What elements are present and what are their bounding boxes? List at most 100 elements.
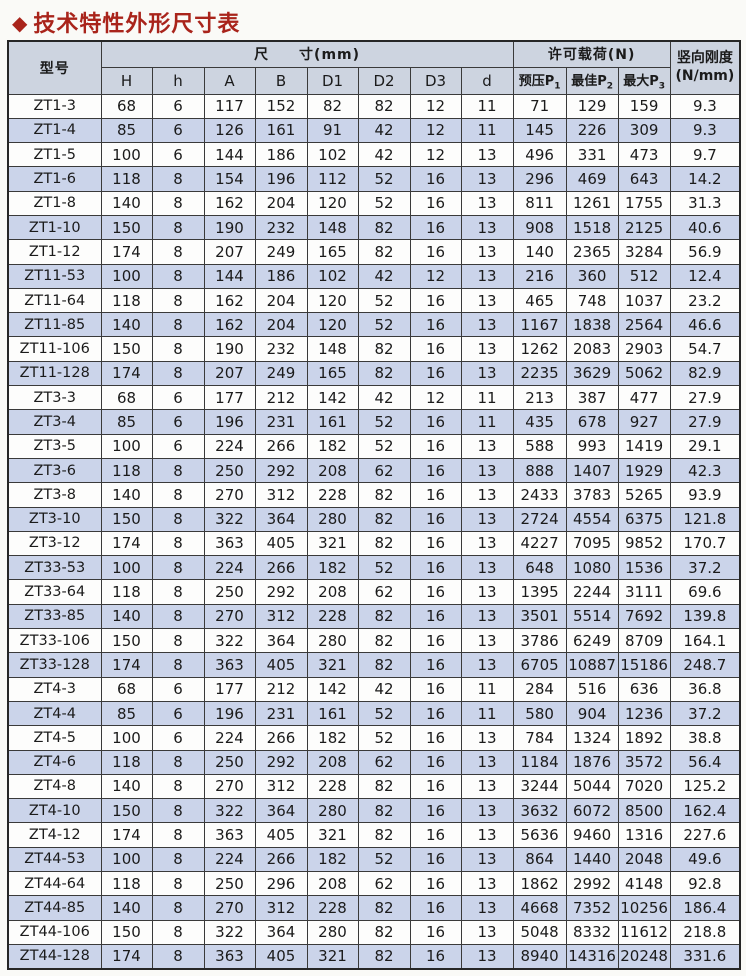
value-cell: 1262 [512,336,567,362]
value-cell: 6 [151,142,205,168]
value-cell: 13 [460,142,514,168]
value-cell: 364 [254,628,308,654]
value-cell: 11 [460,93,514,119]
value-cell: 118 [100,870,153,897]
value-cell: 10887 [565,652,619,678]
value-cell: 435 [512,409,567,435]
value-cell: 13 [460,628,514,654]
page-title: ◆ 技术特性外形尺寸表 [12,6,240,38]
value-cell: 16 [409,190,462,216]
value-cell: 54.7 [669,336,741,362]
table-row: ZT3-5 100 6 224 266 182 52 16 13 588 993 1419 29.1 [7,433,741,459]
value-cell: 1862 [512,870,567,897]
value-cell: 6 [151,676,205,702]
value-cell: 6 [151,93,205,119]
table-row: ZT3-3 68 6 177 212 142 42 12 11 213 387 477 27.9 [7,385,741,411]
value-cell: 207 [203,360,256,387]
value-cell: 82 [357,603,411,630]
value-cell: 1518 [565,214,619,241]
col-header-h: h [151,66,205,95]
value-cell: 8 [151,579,205,605]
value-cell: 312 [254,895,308,921]
value-cell: 2365 [565,239,619,265]
value-cell: 405 [254,652,308,678]
value-cell: 249 [254,239,308,265]
value-cell: 8 [151,822,205,848]
value-cell: 231 [254,700,308,727]
table-row: ZT11-64 118 8 162 204 120 52 16 13 465 748 1037 23.2 [7,287,741,314]
value-cell: 68 [100,93,153,119]
value-cell: 16 [409,943,462,970]
value-cell: 227.6 [669,822,741,848]
value-cell: 321 [306,943,359,970]
value-cell: 118 [100,457,153,484]
model-cell: ZT1-12 [7,239,102,265]
value-cell: 82 [357,798,411,824]
value-cell: 126 [203,117,256,144]
value-cell: 280 [306,628,359,654]
value-cell: 473 [617,142,671,168]
value-cell: 140 [100,312,153,338]
value-cell: 46.6 [669,312,741,338]
model-cell: ZT4-3 [7,676,102,702]
value-cell: 228 [306,603,359,630]
value-cell: 280 [306,798,359,824]
value-cell: 16 [409,895,462,921]
value-cell: 4668 [512,895,567,921]
value-cell: 13 [460,895,514,921]
value-cell: 13 [460,822,514,848]
model-cell: ZT44-53 [7,846,102,873]
value-cell: 13 [460,846,514,873]
model-cell: ZT11-53 [7,263,102,289]
value-cell: 16 [409,482,462,508]
col-header-stiffness: 竖向刚度 (N/mm) [669,40,741,95]
value-cell: 266 [254,433,308,459]
value-cell: 16 [409,773,462,800]
value-cell: 13 [460,360,514,387]
value-cell: 13 [460,919,514,945]
value-cell: 16 [409,749,462,775]
value-cell: 100 [100,725,153,751]
value-cell: 16 [409,919,462,945]
value-cell: 2903 [617,336,671,362]
value-cell: 12 [409,117,462,144]
value-cell: 31.3 [669,190,741,216]
value-cell: 11 [460,117,514,144]
value-cell: 174 [100,530,153,557]
value-cell: 312 [254,603,308,630]
value-cell: 232 [254,336,308,362]
col-group-load: 许可载荷(N) [512,40,671,68]
value-cell: 7020 [617,773,671,800]
value-cell: 8 [151,263,205,289]
value-cell: 904 [565,700,619,727]
value-cell: 82 [357,652,411,678]
col-header-d: d [460,66,514,95]
value-cell: 16 [409,603,462,630]
value-cell: 140 [100,895,153,921]
col-header-D3: D3 [409,66,462,95]
value-cell: 784 [512,725,567,751]
model-cell: ZT11-64 [7,287,102,314]
value-cell: 40.6 [669,214,741,241]
value-cell: 249 [254,360,308,387]
value-cell: 477 [617,385,671,411]
value-cell: 16 [409,870,462,897]
value-cell: 82 [357,214,411,241]
value-cell: 648 [512,555,567,581]
value-cell: 13 [460,482,514,508]
value-cell: 165 [306,360,359,387]
value-cell: 3111 [617,579,671,605]
value-cell: 2433 [512,482,567,508]
value-cell: 13 [460,312,514,338]
table-row: ZT4-3 68 6 177 212 142 42 16 11 284 516 636 36.8 [7,676,741,702]
value-cell: 13 [460,263,514,289]
value-cell: 56.9 [669,239,741,265]
value-cell: 71 [512,93,567,119]
value-cell: 405 [254,530,308,557]
page-title-text: 技术特性外形尺寸表 [33,12,241,37]
table-row: ZT4-5 100 6 224 266 182 52 16 13 784 1324 1892 38.8 [7,725,741,751]
value-cell: 11612 [617,919,671,945]
value-cell: 16 [409,433,462,459]
value-cell: 321 [306,530,359,557]
model-cell: ZT1-10 [7,214,102,241]
